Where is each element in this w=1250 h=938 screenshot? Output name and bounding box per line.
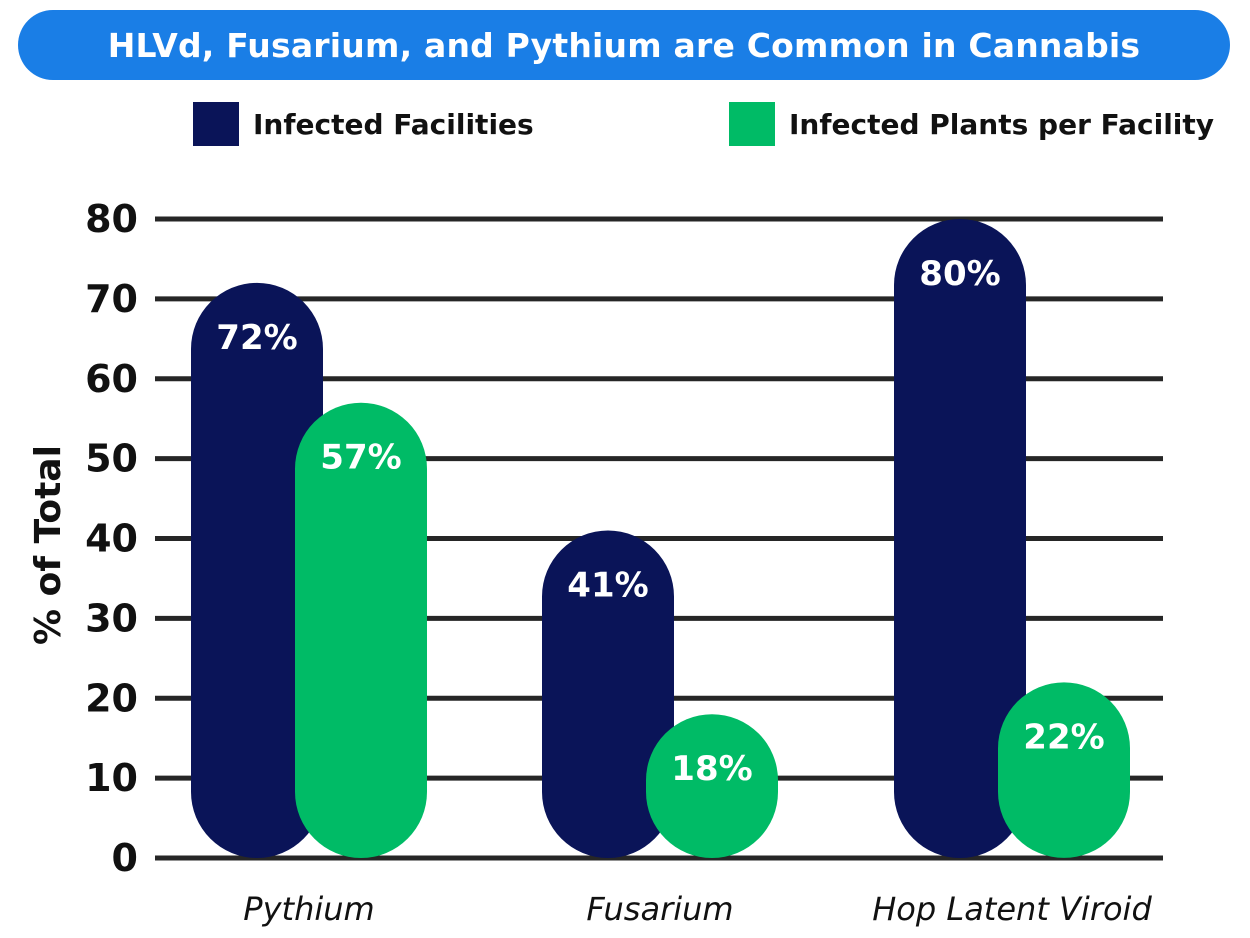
y-tick-label: 20: [85, 676, 138, 720]
data-label: 41%: [567, 566, 648, 606]
bar: [542, 530, 674, 858]
y-tick-label: 50: [85, 437, 138, 481]
y-tick-label: 60: [85, 357, 138, 401]
data-label: 72%: [216, 318, 297, 358]
data-label: 57%: [320, 438, 401, 478]
y-tick-label: 40: [85, 517, 138, 561]
bar: [191, 282, 323, 858]
y-axis-label: % of Total: [28, 445, 69, 645]
x-category-label: Hop Latent Viroid: [872, 890, 1152, 928]
legend-label-plants: Infected Plants per Facility: [789, 107, 1215, 141]
legend-item-facilities: Infected Facilities: [193, 102, 534, 146]
bar: [295, 402, 427, 858]
data-label: 22%: [1023, 717, 1104, 757]
x-category-label: Pythium: [243, 890, 374, 928]
y-tick-label: 30: [85, 596, 138, 640]
bar: [894, 219, 1026, 858]
legend-swatch-facilities: [193, 102, 239, 146]
data-label: 18%: [671, 749, 752, 789]
legend-item-plants: Infected Plants per Facility: [729, 102, 1214, 146]
legend-label-facilities: Infected Facilities: [253, 107, 534, 141]
y-tick-label: 0: [112, 836, 138, 880]
y-tick-label: 70: [85, 277, 138, 321]
data-label: 80%: [919, 254, 1000, 294]
y-tick-label: 80: [85, 197, 138, 241]
chart-title: HLVd, Fusarium, and Pythium are Common i…: [18, 10, 1230, 80]
y-tick-label: 10: [85, 756, 138, 800]
legend-swatch-plants: [729, 102, 775, 146]
bar: [646, 714, 778, 858]
bar: [998, 682, 1130, 858]
x-category-label: Fusarium: [586, 890, 733, 928]
